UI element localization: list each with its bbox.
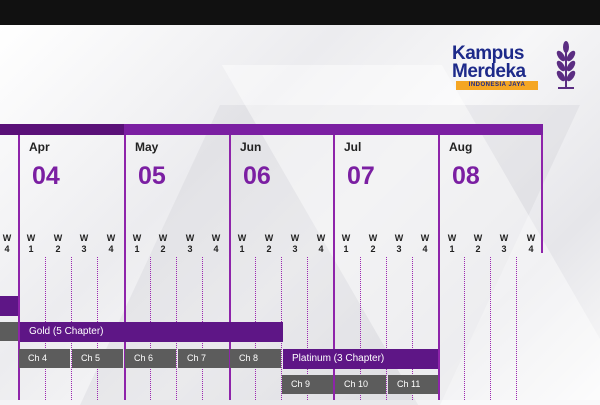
week-label: W 4	[2, 233, 12, 255]
wheat-emblem-icon	[556, 41, 576, 89]
platinum-track-bar: Platinum (3 Chapter)	[283, 349, 438, 369]
kampus-merdeka-logo: Kampus Merdeka INDONESIA JAYA	[452, 43, 542, 90]
chapter-bar: Ch 10	[335, 375, 386, 394]
month-number: 05	[138, 162, 166, 190]
week-gridline	[307, 257, 308, 400]
previous-track-bar	[0, 296, 18, 316]
week-gridline	[464, 257, 465, 400]
week-gridline	[490, 257, 491, 400]
month-number: 08	[452, 162, 480, 190]
month-number: 07	[347, 162, 375, 190]
week-gridline	[516, 257, 517, 400]
month-name: Apr	[29, 140, 50, 154]
month-name: Aug	[449, 140, 473, 154]
month-apr: Apr 04	[18, 135, 125, 400]
chapter-bar: Ch 9	[282, 375, 333, 394]
month-jun: Jun 06	[229, 135, 335, 400]
month-number: 04	[32, 162, 60, 190]
week-gridline	[360, 257, 361, 400]
month-jul: Jul 07	[333, 135, 439, 400]
week-gridline	[412, 257, 413, 400]
logo-tagline: INDONESIA JAYA	[456, 81, 538, 90]
month-name: May	[135, 140, 159, 154]
chapter-bar: Ch 8	[230, 349, 281, 368]
month-divider	[541, 135, 543, 253]
week-gridline	[386, 257, 387, 400]
month-name: Jun	[240, 140, 262, 154]
month-may: May 05	[124, 135, 230, 400]
logo-line-1: Kampus	[452, 43, 524, 64]
chapter-bar: Ch 7	[178, 349, 229, 368]
previous-chapter-bar	[0, 322, 18, 341]
chapter-bar: Ch 6	[125, 349, 176, 368]
chapter-bar: Ch 4	[19, 349, 70, 368]
month-number: 06	[243, 162, 271, 190]
chapter-bar: Ch 11	[388, 375, 438, 394]
week-w: W	[2, 233, 12, 243]
month-aug: Aug 08	[438, 135, 543, 400]
week-number: 4	[4, 244, 10, 254]
timeline-header-bar	[0, 124, 543, 135]
gold-track-bar: Gold (5 Chapter)	[20, 322, 283, 342]
top-black-bar	[0, 0, 600, 25]
header-bar-left	[0, 124, 124, 135]
logo-line-2: Merdeka	[452, 61, 526, 82]
month-name: Jul	[344, 140, 362, 154]
chapter-bar: Ch 5	[72, 349, 123, 368]
